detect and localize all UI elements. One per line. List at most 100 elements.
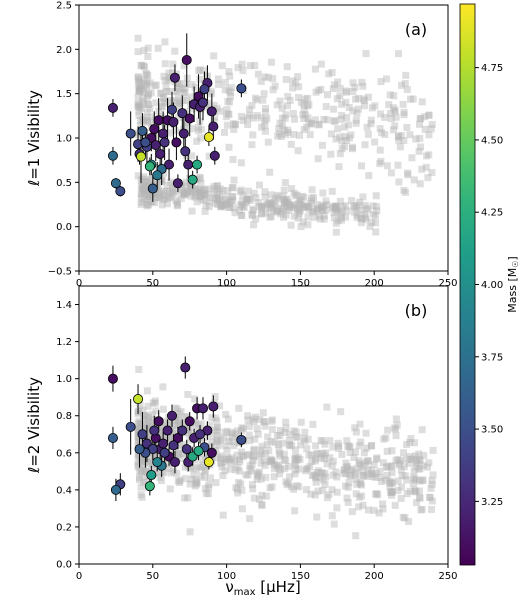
background-square bbox=[147, 198, 155, 206]
background-square bbox=[357, 206, 365, 214]
background-square bbox=[219, 186, 227, 194]
background-square bbox=[399, 100, 407, 108]
background-square bbox=[287, 140, 295, 148]
background-square bbox=[380, 435, 388, 443]
background-square bbox=[161, 38, 169, 46]
background-square bbox=[322, 206, 330, 214]
background-square bbox=[145, 192, 153, 200]
background-square bbox=[136, 420, 144, 428]
background-square bbox=[152, 194, 160, 202]
background-square bbox=[156, 473, 164, 481]
background-square bbox=[296, 198, 304, 206]
background-square bbox=[339, 203, 347, 211]
background-square bbox=[159, 383, 167, 391]
background-square bbox=[368, 466, 376, 474]
background-square bbox=[165, 194, 173, 202]
background-square bbox=[274, 193, 282, 201]
background-square bbox=[146, 175, 154, 183]
background-square bbox=[147, 456, 155, 464]
background-square bbox=[232, 466, 240, 474]
background-square bbox=[180, 62, 188, 70]
background-square bbox=[313, 205, 321, 213]
background-square bbox=[334, 206, 342, 214]
background-square bbox=[318, 141, 326, 149]
background-square bbox=[145, 429, 153, 437]
background-square bbox=[331, 118, 339, 126]
background-square bbox=[157, 89, 165, 97]
background-square bbox=[346, 472, 354, 480]
background-square bbox=[252, 413, 260, 421]
background-square bbox=[293, 482, 301, 490]
background-square bbox=[244, 195, 252, 203]
background-square bbox=[216, 185, 224, 193]
background-square bbox=[392, 415, 400, 423]
background-square bbox=[224, 187, 232, 195]
y-tick-label: 0.8 bbox=[56, 411, 72, 422]
background-square bbox=[159, 405, 167, 413]
background-square bbox=[229, 193, 237, 201]
background-square bbox=[224, 97, 232, 105]
colorbar-gradient bbox=[459, 3, 476, 566]
background-square bbox=[418, 476, 426, 484]
background-square bbox=[285, 463, 293, 471]
background-square bbox=[140, 184, 148, 192]
background-square bbox=[157, 428, 165, 436]
background-square bbox=[258, 491, 266, 499]
background-square bbox=[263, 440, 271, 448]
background-square bbox=[293, 433, 301, 441]
background-square bbox=[362, 458, 370, 466]
background-square bbox=[177, 183, 185, 191]
background-square bbox=[330, 520, 338, 528]
background-square bbox=[188, 187, 196, 195]
background-square bbox=[192, 465, 200, 473]
background-square bbox=[202, 489, 210, 497]
background-square bbox=[329, 204, 337, 212]
background-square bbox=[388, 488, 396, 496]
background-square bbox=[250, 445, 258, 453]
background-square bbox=[150, 191, 158, 199]
background-square bbox=[212, 479, 220, 487]
background-square bbox=[386, 477, 394, 485]
background-square bbox=[281, 465, 289, 473]
background-square bbox=[224, 110, 232, 118]
background-square bbox=[295, 199, 303, 207]
background-square bbox=[188, 475, 196, 483]
background-square bbox=[329, 443, 337, 451]
background-square bbox=[249, 212, 257, 220]
background-square bbox=[371, 473, 379, 481]
colorbar-label-end: ] bbox=[506, 256, 519, 260]
background-square bbox=[363, 123, 371, 131]
background-square bbox=[166, 97, 174, 105]
background-square bbox=[415, 465, 423, 473]
background-square bbox=[404, 169, 412, 177]
background-square bbox=[242, 199, 250, 207]
background-square bbox=[355, 503, 363, 511]
background-square bbox=[201, 434, 209, 442]
background-square bbox=[300, 106, 308, 114]
background-square bbox=[139, 100, 147, 108]
background-square bbox=[207, 87, 215, 95]
background-square bbox=[168, 433, 176, 441]
background-square bbox=[282, 202, 290, 210]
background-square bbox=[299, 201, 307, 209]
background-square bbox=[257, 446, 265, 454]
background-square bbox=[137, 456, 145, 464]
background-square bbox=[308, 120, 316, 128]
background-square bbox=[306, 131, 314, 139]
background-square bbox=[329, 457, 337, 465]
background-square bbox=[159, 196, 167, 204]
background-square bbox=[428, 120, 436, 128]
background-square bbox=[307, 490, 315, 498]
background-square bbox=[276, 119, 284, 127]
background-square bbox=[288, 441, 296, 449]
background-square bbox=[140, 412, 148, 420]
background-square bbox=[415, 487, 423, 495]
background-square bbox=[315, 121, 323, 129]
background-square bbox=[134, 74, 142, 82]
background-square bbox=[428, 497, 436, 505]
background-square bbox=[268, 416, 276, 424]
background-square bbox=[338, 137, 346, 145]
background-square bbox=[235, 404, 243, 412]
background-square bbox=[387, 109, 395, 117]
background-square bbox=[315, 467, 323, 475]
